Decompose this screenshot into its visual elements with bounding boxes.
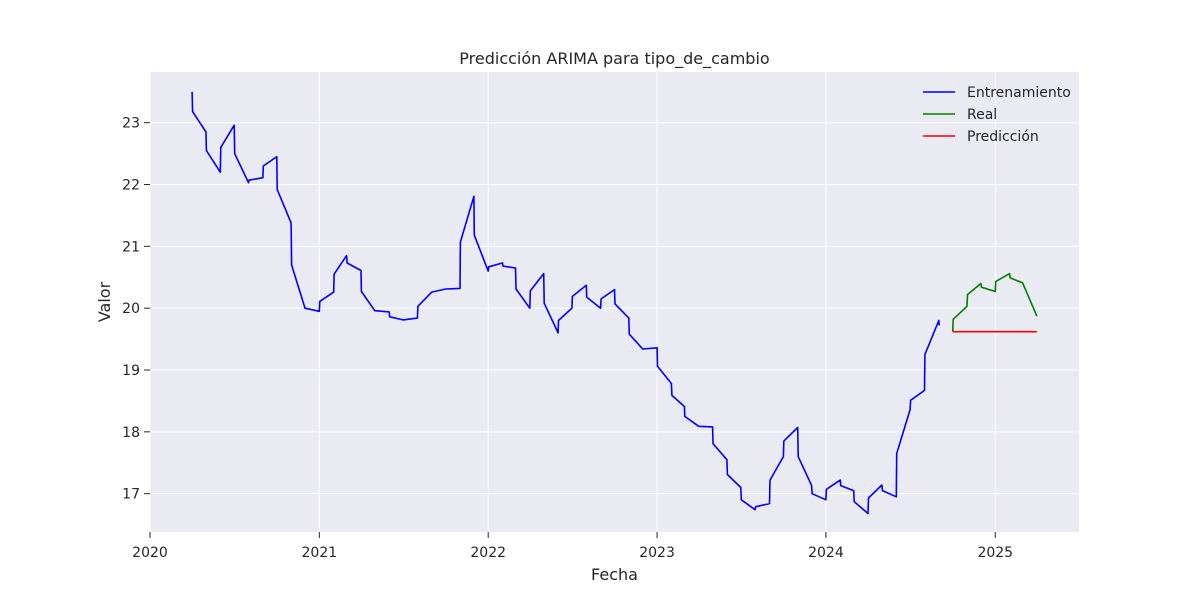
y-tick-label: 19 — [122, 363, 140, 379]
x-axis-label: Fecha — [591, 565, 638, 584]
y-tick-label: 21 — [122, 239, 140, 255]
legend-entry-label: Predicción — [967, 129, 1039, 145]
legend-entry-label: Real — [967, 107, 997, 123]
x-tick-label: 2024 — [808, 545, 844, 561]
y-tick-label: 20 — [122, 301, 140, 317]
y-tick-label: 23 — [122, 116, 140, 132]
series-line-entrenamiento — [191, 91, 941, 515]
chart-title: Predicción ARIMA para tipo_de_cambio — [459, 49, 769, 69]
x-tick-label: 2020 — [132, 545, 168, 561]
y-tick-label: 17 — [122, 487, 140, 503]
x-tick-label: 2021 — [302, 545, 338, 561]
series-line-real — [951, 272, 1038, 332]
legend: Entrenamiento Real Predicción — [923, 85, 1071, 145]
y-tick-label: 22 — [122, 178, 140, 194]
legend-entry-label: Entrenamiento — [967, 85, 1071, 101]
x-tick-label: 2025 — [977, 545, 1013, 561]
x-ticks: 2020 2021 2022 2023 2024 2025 — [132, 532, 1013, 561]
y-axis-label: Valor — [95, 281, 114, 322]
y-ticks: 17 18 19 20 21 22 23 — [122, 116, 150, 503]
x-tick-label: 2023 — [639, 545, 675, 561]
y-tick-label: 18 — [122, 425, 140, 441]
series-lines — [191, 91, 1038, 515]
grid — [149, 72, 1079, 532]
x-tick-label: 2022 — [470, 545, 506, 561]
